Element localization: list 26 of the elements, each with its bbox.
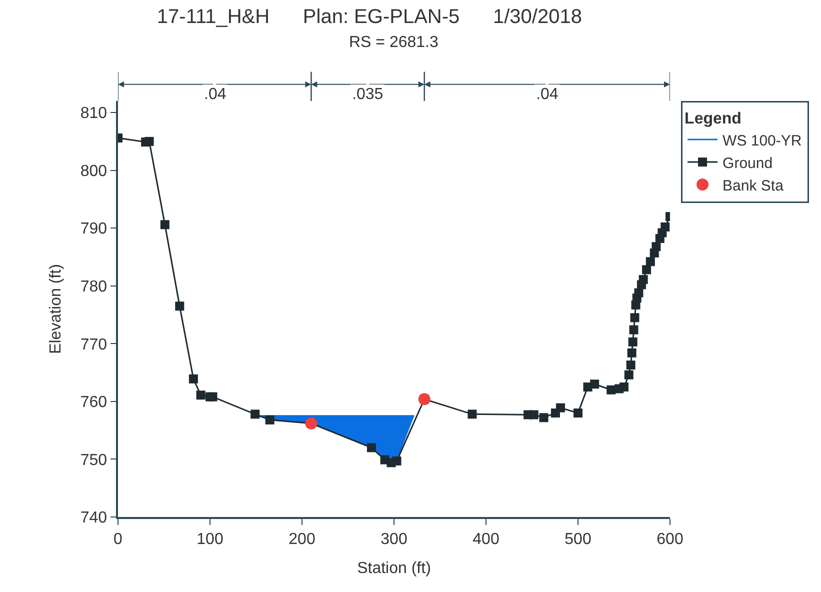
x-tick-label: 500 (564, 530, 592, 548)
x-tick-label: 0 (114, 530, 123, 548)
annotation: .04 (536, 86, 558, 103)
x-axis-title: Station (ft) (357, 560, 431, 578)
y-tick-label: 770 (80, 336, 108, 354)
chart-title: 17-111_H&H Plan: EG-PLAN-5 1/30/2018 (156, 6, 582, 28)
x-tick-label: 600 (656, 530, 684, 548)
annotation: .04 (204, 86, 226, 103)
x-tick-label: 400 (472, 530, 500, 548)
annotation: .035 (352, 86, 384, 103)
x-tick-label: 100 (196, 530, 224, 548)
y-tick-label: 800 (80, 162, 108, 180)
x-tick-label: 300 (380, 530, 408, 548)
y-tick-label: 750 (80, 452, 108, 469)
y-tick-label: 740 (80, 510, 108, 527)
y-tick-label: 760 (80, 394, 108, 412)
y-tick-label: 780 (80, 278, 108, 296)
legend-label: Bank Sta (722, 177, 784, 194)
x-tick-label: 200 (288, 530, 316, 548)
legend-label: Ground (722, 154, 773, 172)
legend-title: Legend (684, 110, 742, 128)
chart-subtitle: RS = 2681.3 (349, 34, 438, 51)
y-tick-label: 810 (80, 105, 108, 122)
y-tick-label: 790 (80, 220, 108, 238)
y-axis-title: Elevation (ft) (48, 264, 65, 354)
legend-label: WS 100-YR (722, 132, 802, 150)
